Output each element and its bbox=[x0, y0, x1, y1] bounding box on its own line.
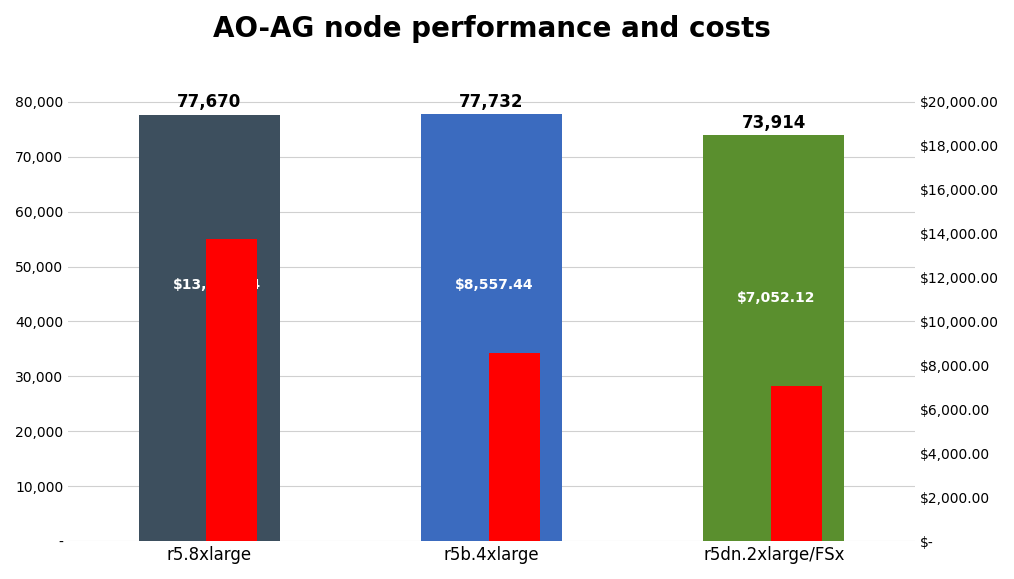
Text: $8,557.44: $8,557.44 bbox=[455, 278, 533, 292]
Bar bbox=[704, 135, 845, 541]
Bar bbox=[139, 115, 280, 541]
Bar bbox=[771, 386, 822, 541]
Title: AO-AG node performance and costs: AO-AG node performance and costs bbox=[213, 15, 771, 43]
Text: 77,732: 77,732 bbox=[459, 93, 524, 111]
Text: 73,914: 73,914 bbox=[741, 114, 806, 132]
Text: $7,052.12: $7,052.12 bbox=[737, 291, 815, 305]
Text: $13,764.24: $13,764.24 bbox=[172, 278, 261, 292]
Bar bbox=[489, 353, 539, 541]
Bar bbox=[421, 114, 562, 541]
Text: 77,670: 77,670 bbox=[177, 93, 241, 111]
Bar bbox=[207, 239, 258, 541]
